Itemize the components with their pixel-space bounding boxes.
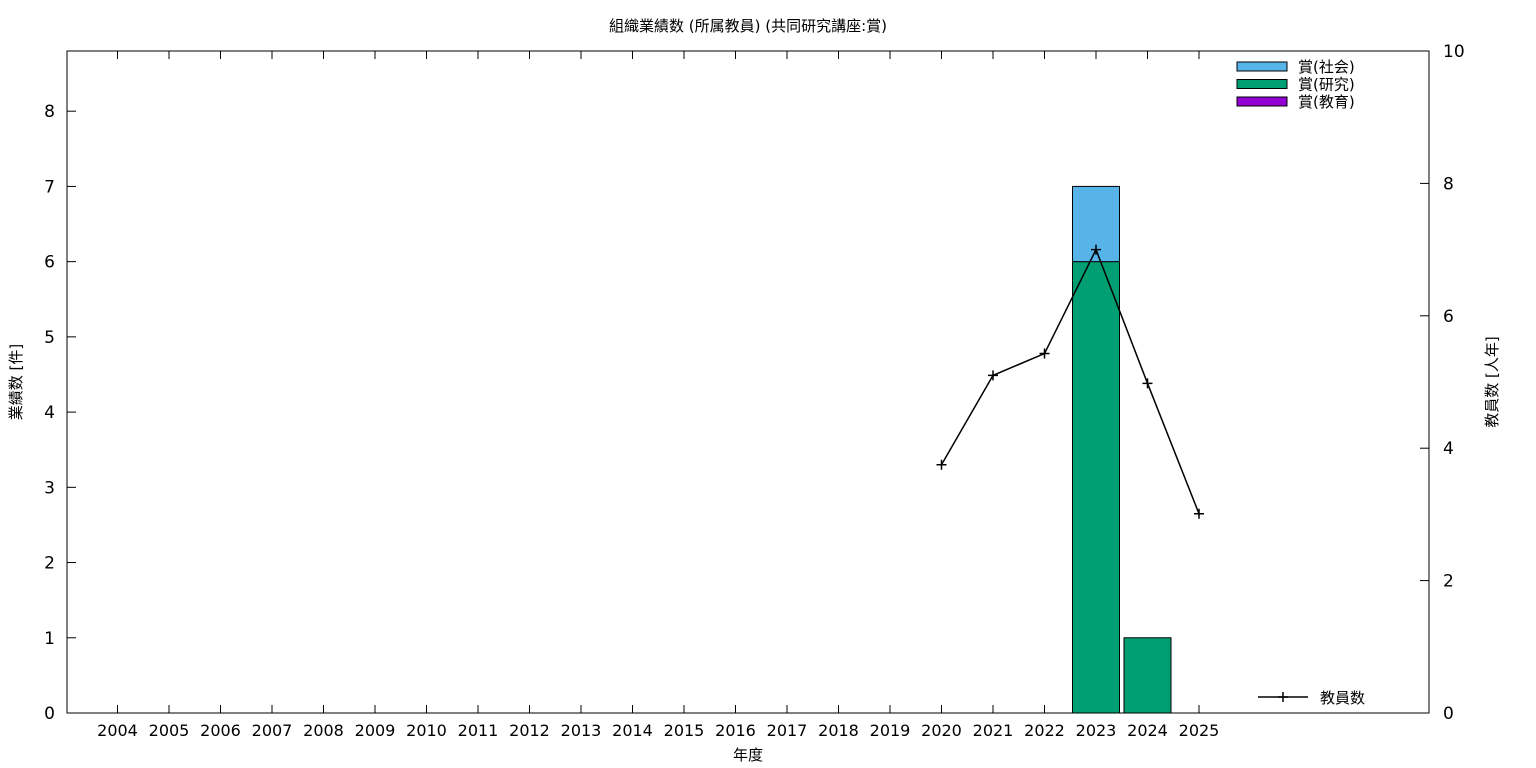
x-tick-label: 2018 xyxy=(818,721,859,740)
y-tick-label: 7 xyxy=(44,177,55,197)
y2-axis-label: 教員数 [人年] xyxy=(1483,336,1501,427)
y-axis-label: 業績数 [件] xyxy=(7,344,25,420)
x-tick-label: 2004 xyxy=(97,721,138,740)
line-series xyxy=(936,244,1204,519)
y-tick-label: 3 xyxy=(44,478,55,498)
line-point-marker xyxy=(1194,508,1204,519)
x-tick-label: 2008 xyxy=(303,721,344,740)
x-tick-label: 2010 xyxy=(406,721,447,740)
line-point-marker xyxy=(1039,348,1050,359)
legend-swatch xyxy=(1236,61,1288,72)
x-tick-label: 2005 xyxy=(149,721,190,740)
y-tick-label: 0 xyxy=(44,704,55,724)
y-axis: 0 1 2 3 4 5 6 7 8 xyxy=(44,102,76,724)
y2-tick-label: 10 xyxy=(1443,42,1465,62)
y2-tick-label: 0 xyxy=(1443,704,1454,724)
x-tick-label: 2014 xyxy=(612,721,653,740)
x-tick-label: 2007 xyxy=(252,721,293,740)
line-point-marker xyxy=(988,370,998,381)
x-tick-label: 2022 xyxy=(1024,721,1065,740)
bars xyxy=(1072,185,1172,714)
x-tick-label: 2016 xyxy=(715,721,756,740)
x-tick-label: 2009 xyxy=(355,721,396,740)
legend-label: 賞(社会) xyxy=(1298,58,1355,76)
x-tick-label: 2020 xyxy=(921,721,962,740)
x-tick-label: 2017 xyxy=(767,721,808,740)
plot-frame xyxy=(66,50,1430,714)
legend-line-marker xyxy=(1278,692,1288,702)
x-axis: 2004 2005 2006 2007 2008 2009 2010 2011 2012 2013… xyxy=(97,51,1219,740)
legend-label: 賞(研究) xyxy=(1298,76,1355,94)
y2-axis: 0 2 4 6 8 10 xyxy=(1420,42,1465,724)
x-tick-label: 2023 xyxy=(1076,721,1117,740)
chart-title: 組織業績数 (所属教員) (共同研究講座:賞) xyxy=(609,17,887,35)
legend-label: 賞(教育) xyxy=(1298,93,1355,111)
x-axis-label: 年度 xyxy=(733,746,763,764)
y-tick-label: 6 xyxy=(44,253,55,273)
line-point-marker xyxy=(1142,378,1153,389)
x-tick-label: 2012 xyxy=(509,721,550,740)
line-point-marker xyxy=(936,459,947,470)
x-tick-label: 2021 xyxy=(973,721,1014,740)
y-tick-label: 4 xyxy=(44,403,55,423)
x-tick-label: 2006 xyxy=(200,721,241,740)
bar-2024 xyxy=(1123,637,1172,714)
x-tick-label: 2024 xyxy=(1127,721,1168,740)
legend-label: 教員数 xyxy=(1320,689,1365,707)
x-tick-label: 2013 xyxy=(561,721,602,740)
y2-tick-label: 8 xyxy=(1443,174,1454,194)
x-tick-label: 2025 xyxy=(1179,721,1220,740)
x-tick-label: 2019 xyxy=(870,721,911,740)
legend: 賞(社会)賞(研究)賞(教育) 教員数 xyxy=(1236,58,1365,707)
bar-2023 xyxy=(1072,261,1120,714)
legend-swatch xyxy=(1236,96,1288,107)
x-tick-label: 2011 xyxy=(458,721,499,740)
y-tick-label: 2 xyxy=(44,554,55,574)
y-tick-label: 1 xyxy=(44,629,55,649)
legend-swatch xyxy=(1236,79,1288,89)
y2-tick-label: 6 xyxy=(1443,307,1454,327)
y2-tick-label: 2 xyxy=(1443,572,1454,592)
line-point-marker xyxy=(1091,244,1101,255)
y-tick-label: 8 xyxy=(44,102,55,122)
y2-tick-label: 4 xyxy=(1443,439,1454,459)
y-tick-label: 5 xyxy=(44,328,55,348)
x-tick-label: 2015 xyxy=(664,721,705,740)
teacher-count-line xyxy=(940,247,1200,515)
